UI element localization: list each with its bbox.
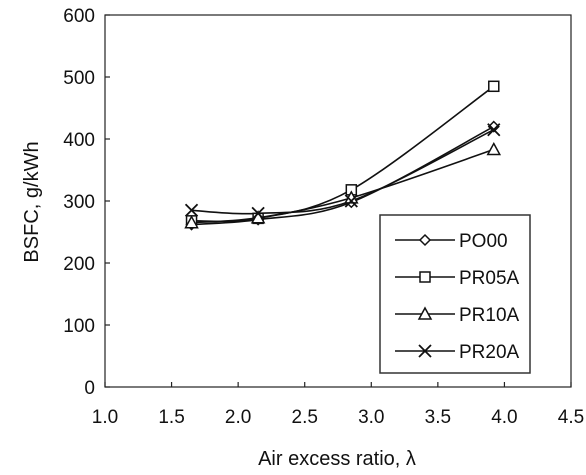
x-tick-label: 1.0 — [92, 407, 118, 428]
legend-label: PR05A — [459, 268, 520, 289]
x-tick-label: 2.5 — [292, 407, 318, 428]
legend-label: PR20A — [459, 342, 520, 363]
legend-label: PO00 — [459, 231, 508, 252]
y-tick-label: 100 — [63, 316, 95, 337]
series-line-pr10a — [191, 148, 495, 224]
x-axis-label: Air excess ratio, λ — [258, 448, 416, 470]
y-tick-label: 500 — [63, 68, 95, 89]
series-markers — [184, 80, 502, 231]
data-point-po00 — [487, 120, 500, 133]
y-tick-label: 200 — [63, 254, 95, 275]
data-point-pr20a — [184, 203, 199, 217]
x-tick-label: 3.0 — [358, 407, 384, 428]
series-lines — [191, 85, 495, 226]
axis-ticks: 0 100 200 300 400 500 600 1.0 1.5 2.0 2.5 3.0 3.5 4.0… — [63, 6, 584, 428]
y-tick-label: 0 — [84, 378, 95, 399]
x-tick-label: 3.5 — [425, 407, 451, 428]
legend-box — [379, 214, 531, 374]
data-point-pr10a — [184, 215, 199, 229]
data-point-pr20a — [487, 123, 501, 137]
legend-marker-po00 — [418, 233, 432, 247]
x-tick-label: 1.5 — [158, 407, 184, 428]
x-tick-label: 4.5 — [558, 407, 584, 428]
series-line-po00 — [191, 125, 495, 226]
x-tick-label: 2.0 — [225, 407, 251, 428]
legend-marker-pr05a — [419, 271, 431, 283]
legend: PO00 PR05A PR10A PR20A — [379, 214, 531, 374]
data-point-pr05a — [488, 80, 500, 93]
y-tick-label: 600 — [63, 6, 95, 27]
y-axis-label: BSFC, g/kWh — [21, 141, 43, 262]
y-tick-label: 300 — [63, 192, 95, 213]
data-point-pr20a — [251, 206, 265, 221]
x-tick-label: 4.0 — [491, 407, 517, 428]
data-point-pr10a — [486, 141, 502, 156]
data-point-pr20a — [344, 194, 358, 208]
legend-label: PR10A — [459, 305, 520, 326]
y-axis-title: BSFC, g/kWh — [21, 141, 43, 262]
y-tick-label: 400 — [63, 130, 95, 151]
series-line-pr20a — [191, 128, 495, 215]
legend-marker-pr10a — [417, 306, 433, 320]
legend-marker-pr20a — [418, 344, 432, 358]
